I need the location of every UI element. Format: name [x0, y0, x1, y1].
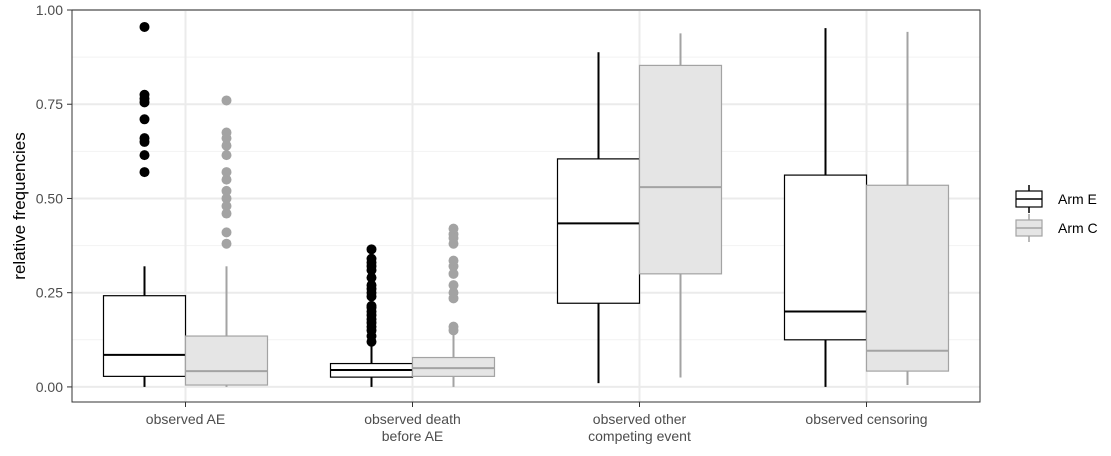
outlier-point — [448, 321, 459, 332]
outlier-point — [366, 300, 377, 311]
series-arm-e — [102, 21, 868, 387]
outlier-point — [221, 185, 232, 196]
outlier-point — [139, 150, 150, 161]
plot-border — [71, 9, 981, 403]
legend-label: Arm C — [1058, 220, 1098, 236]
outlier-point — [221, 174, 232, 185]
y-tick-label: 0.50 — [36, 190, 63, 206]
box — [184, 335, 269, 386]
outlier-point — [139, 89, 150, 100]
outlier-point — [139, 133, 150, 144]
outlier-point — [221, 201, 232, 211]
box — [102, 295, 187, 377]
outlier-point — [448, 255, 459, 266]
outlier-point — [221, 208, 232, 219]
x-tick-label: observed other — [593, 411, 687, 427]
outlier-point — [448, 268, 459, 279]
outlier-point — [366, 244, 377, 255]
outlier-point — [366, 280, 377, 291]
box — [411, 356, 496, 377]
series-arm-c — [184, 31, 950, 387]
outlier-point — [221, 140, 232, 151]
legend-label: Arm E — [1058, 191, 1097, 207]
outlier-point — [448, 280, 459, 291]
outlier-point — [366, 253, 377, 264]
box — [865, 184, 950, 372]
box-series — [102, 21, 950, 387]
outlier-point — [139, 21, 150, 32]
y-tick-label: 1.00 — [36, 2, 63, 18]
outlier-point — [139, 114, 150, 125]
x-tick-label: observed censoring — [805, 411, 927, 427]
legend-item-arm-e: Arm E — [1015, 185, 1097, 213]
x-tick-label: before AE — [382, 428, 444, 444]
outlier-point — [448, 287, 459, 298]
outlier-point — [366, 272, 377, 283]
box — [556, 158, 641, 304]
outlier-point — [221, 227, 232, 238]
y-axis-title: relative frequencies — [10, 132, 29, 279]
outlier-point — [221, 95, 232, 106]
outlier-point — [221, 150, 232, 161]
x-tick-label: competing event — [588, 428, 691, 444]
axes: 0.00 0.25 0.50 0.75 1.00 observed AE observed … — [36, 2, 928, 444]
box — [638, 64, 723, 275]
y-tick-label: 0.75 — [36, 96, 63, 112]
y-tick-label: 0.00 — [36, 379, 63, 395]
outlier-point — [448, 223, 459, 234]
outlier-point — [221, 238, 232, 249]
box — [783, 174, 868, 341]
x-tick-label: observed AE — [146, 411, 225, 427]
outlier-point — [221, 193, 232, 204]
outlier-point — [221, 127, 232, 138]
legend-item-arm-c: Arm C — [1015, 214, 1098, 242]
outlier-point — [139, 167, 150, 178]
legend: Arm E Arm C — [1015, 185, 1098, 242]
y-tick-label: 0.25 — [36, 285, 63, 301]
outlier-point — [221, 167, 232, 178]
x-tick-label: observed death — [364, 411, 461, 427]
